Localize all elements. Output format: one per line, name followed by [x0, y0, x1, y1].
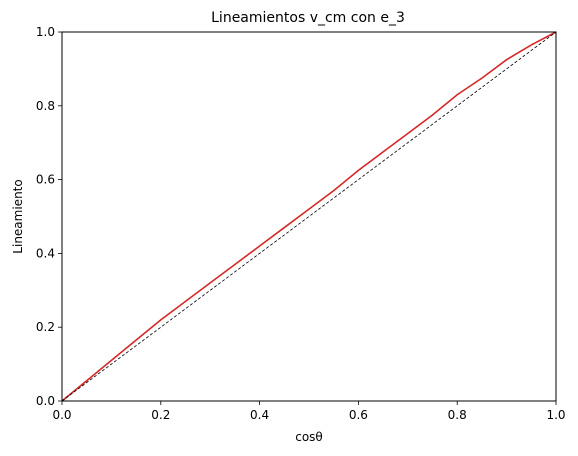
x-tick-label: 0.2: [151, 408, 170, 422]
x-tick-label: 0.4: [250, 408, 269, 422]
y-axis-label: Lineamiento: [11, 179, 25, 253]
y-tick-label: 0.4: [36, 246, 55, 260]
y-tick-label: 0.0: [36, 394, 55, 408]
y-axis-ticks: 0.0 0.2 0.4 0.6 0.8 1.0: [36, 25, 62, 408]
y-tick-label: 0.2: [36, 320, 55, 334]
x-axis-ticks: 0.0 0.2 0.4 0.6 0.8 1.0: [52, 401, 565, 422]
y-tick-label: 0.6: [36, 173, 55, 187]
x-tick-label: 0.8: [448, 408, 467, 422]
diagonal-reference-line: [62, 32, 556, 401]
x-axis-label: cosθ: [295, 430, 323, 444]
series-layer: [62, 32, 556, 401]
x-tick-label: 0.0: [52, 408, 71, 422]
chart-title: Lineamientos v_cm con e_3: [211, 10, 405, 26]
x-tick-label: 0.6: [349, 408, 368, 422]
y-tick-label: 0.8: [36, 99, 55, 113]
y-tick-label: 1.0: [36, 25, 55, 39]
x-tick-label: 1.0: [546, 408, 565, 422]
